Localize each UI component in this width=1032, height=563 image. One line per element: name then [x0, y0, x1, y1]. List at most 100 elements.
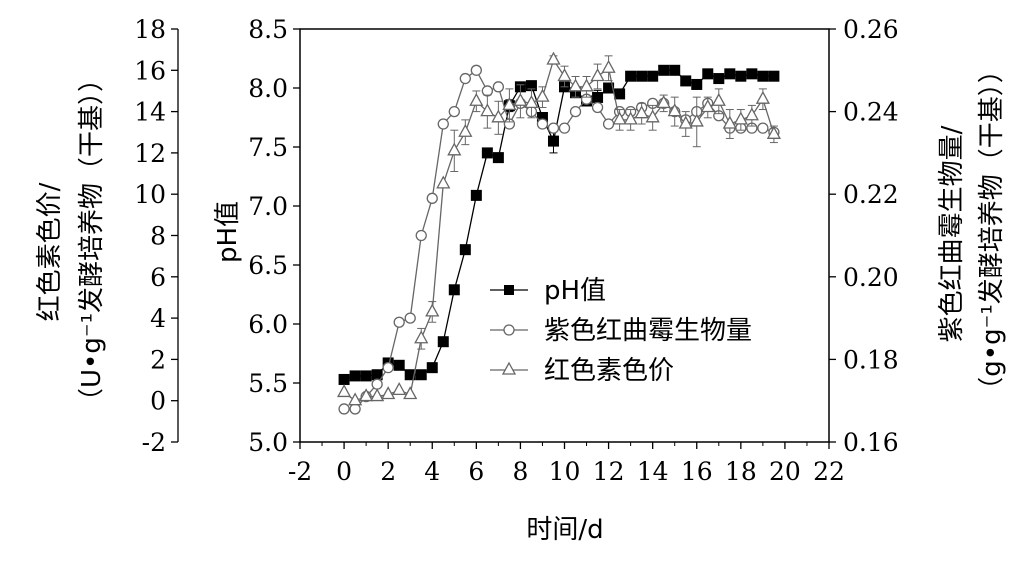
- x-tick-label: 6: [468, 457, 484, 486]
- left-outer-tick-label: 0: [150, 387, 166, 416]
- ph-point: [746, 68, 758, 80]
- legend-marker-ph: [504, 285, 514, 295]
- legend-entry-pigment: 红色素色价: [490, 356, 674, 386]
- left-outer-axis-title-line1: 红色素色价/: [35, 182, 65, 321]
- pigment-point: [579, 78, 594, 92]
- ph-point: [481, 147, 493, 159]
- left-inner-tick-label: 6.5: [248, 251, 288, 280]
- pigment-point: [513, 92, 528, 106]
- ph-point: [735, 70, 747, 82]
- legend-label-ph: pH值: [544, 276, 606, 306]
- biomass-point: [415, 229, 427, 242]
- legend-entry-ph: pH值: [490, 276, 606, 306]
- biomass-point: [371, 378, 383, 390]
- pigment-point: [546, 51, 561, 65]
- biomass-point: [448, 105, 460, 118]
- pigment-point: [502, 97, 517, 111]
- pigment-point: [711, 92, 726, 106]
- right-tick-label: 0.26: [843, 15, 899, 44]
- x-tick-label: 12: [593, 457, 625, 486]
- ph-point: [680, 75, 692, 87]
- left-outer-axis-title-line2: （U•g⁻¹发酵培养物（干基））: [77, 66, 107, 414]
- ph-point: [470, 189, 482, 201]
- biomass-point: [602, 118, 615, 130]
- ph-point: [448, 284, 460, 296]
- pigment-point: [656, 94, 671, 108]
- pigment-point: [359, 388, 374, 402]
- right-tick-label: 0.22: [843, 180, 899, 209]
- biomass-point: [536, 118, 549, 130]
- left-outer-tick-label: 10: [134, 180, 166, 209]
- x-tick-label: 22: [813, 457, 845, 486]
- left-inner-tick-label: 6.0: [248, 310, 288, 339]
- ph-point: [636, 70, 648, 82]
- axis-titles: 时间/d 红色素色价/ （U•g⁻¹发酵培养物（干基）） pH值 紫色红曲霉生物…: [35, 57, 1007, 545]
- left-outer-tick-label: 8: [150, 222, 166, 251]
- legend-label-pigment: 红色素色价: [544, 356, 674, 386]
- ph-point: [669, 64, 681, 76]
- left-outer-tick-label: 16: [134, 56, 166, 85]
- right-tick-label: 0.24: [843, 98, 899, 127]
- biomass-point: [459, 72, 471, 85]
- x-tick-label: 0: [336, 457, 352, 486]
- pigment-point: [469, 92, 484, 106]
- pigment-point: [755, 90, 770, 104]
- pigment-point: [370, 388, 385, 402]
- biomass-point: [558, 122, 571, 134]
- ph-point: [426, 362, 438, 374]
- pigment-point: [678, 115, 693, 129]
- biomass-point: [338, 403, 350, 415]
- pigment-point: [623, 111, 638, 125]
- pigment-point: [689, 113, 704, 127]
- pigment-point: [491, 109, 506, 123]
- left-outer-tick-label: 12: [134, 139, 166, 168]
- pigment-point: [392, 382, 407, 396]
- ph-point: [647, 70, 659, 82]
- pigment-point: [612, 111, 627, 125]
- biomass-point: [393, 316, 405, 328]
- legend: pH值 紫色红曲霉生物量 红色素色价: [490, 276, 752, 386]
- pigment-point: [458, 123, 473, 137]
- biomass-point: [569, 105, 582, 118]
- biomass-point: [591, 101, 604, 114]
- pigment-point: [535, 88, 550, 102]
- biomass-point: [547, 122, 560, 134]
- ph-point: [768, 70, 780, 82]
- left-outer-tick-label: 4: [150, 304, 166, 333]
- x-tick-label: 8: [512, 457, 528, 486]
- x-tick-label: 10: [549, 457, 581, 486]
- left-inner-tick-label: 8.0: [248, 74, 288, 103]
- pigment-point: [722, 115, 737, 129]
- x-tick-label: 20: [769, 457, 801, 486]
- ph-point: [614, 88, 626, 100]
- ph-point: [757, 70, 769, 82]
- ph-point: [404, 369, 416, 381]
- pigment-point: [590, 68, 605, 82]
- x-tick-label: -2: [288, 457, 312, 486]
- biomass-point: [470, 64, 482, 76]
- left-inner-tick-label: 5.0: [248, 428, 288, 457]
- left-outer-tick-label: 18: [134, 15, 166, 44]
- ph-point: [603, 82, 615, 94]
- right-axis-title-line2: （g•g⁻¹发酵培养物（干基））: [977, 57, 1007, 403]
- ph-point: [393, 359, 405, 371]
- biomass-point: [382, 362, 394, 374]
- pigment-point: [634, 105, 649, 119]
- pigment-point: [645, 109, 660, 123]
- ph-point: [691, 78, 703, 90]
- right-tick-label: 0.18: [843, 345, 899, 374]
- left-outer-tick-label: 6: [150, 263, 166, 292]
- axes: -2 0 2 4 6 8 10 12 14 16 18 20 225.05.56.06.57.07.58…: [134, 15, 898, 486]
- pigment-point: [700, 99, 715, 113]
- pigment-point: [425, 303, 440, 317]
- right-tick-label: 0.20: [843, 263, 899, 292]
- pigment-point: [733, 111, 748, 125]
- left-inner-tick-label: 7.0: [248, 192, 288, 221]
- ph-point: [459, 244, 471, 256]
- ph-point: [702, 68, 714, 80]
- pigment-point: [447, 142, 462, 156]
- pigment-point: [568, 78, 583, 92]
- pigment-point: [403, 386, 418, 400]
- biomass-point: [426, 192, 438, 204]
- biomass-point: [481, 85, 494, 97]
